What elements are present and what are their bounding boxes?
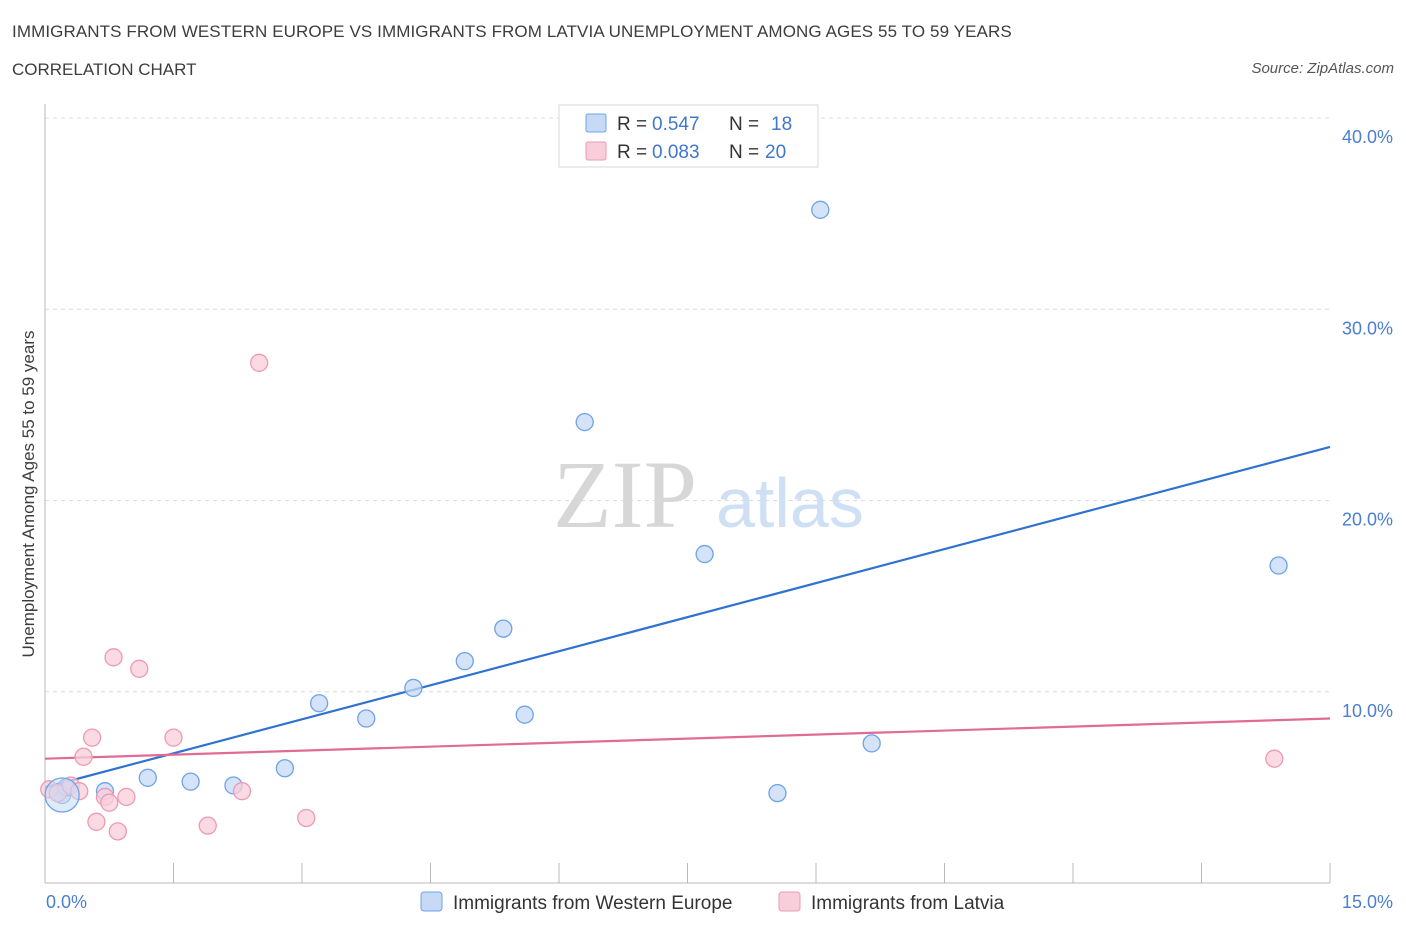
- y-tick-label: 40.0%: [1342, 127, 1393, 147]
- point-western-europe: [404, 678, 423, 698]
- y-tick-label: 30.0%: [1342, 318, 1393, 338]
- legend-n-value-2: 20: [765, 142, 786, 163]
- series-legend-swatch-western-europe: [420, 891, 443, 912]
- point-layer: [40, 200, 1288, 841]
- watermark-zip: ZIP: [553, 441, 697, 548]
- point-latvia: [108, 822, 127, 841]
- chart-title: IMMIGRANTS FROM WESTERN EUROPE VS IMMIGR…: [12, 22, 1012, 41]
- y-tick-label: 20.0%: [1342, 510, 1393, 530]
- point-latvia: [1265, 749, 1284, 768]
- point-western-europe: [181, 772, 200, 791]
- chart-subtitle: CORRELATION CHART: [12, 60, 197, 79]
- point-western-europe: [455, 652, 474, 671]
- series-legend: Immigrants from Western Europe Immigrant…: [420, 891, 1005, 914]
- point-latvia: [130, 659, 149, 678]
- axis-layer: 10.0% 20.0% 30.0% 40.0% 0.0% 15.0%: [44, 104, 1393, 912]
- legend-n-label-2: N =: [729, 142, 759, 163]
- y-tick-label: 10.0%: [1342, 701, 1393, 721]
- series-legend-label-latvia: Immigrants from Latvia: [811, 893, 1005, 914]
- point-western-europe: [494, 619, 513, 638]
- x-tick-label-min: 0.0%: [46, 892, 87, 912]
- series-legend-label-western-europe: Immigrants from Western Europe: [453, 893, 732, 914]
- watermark-atlas: atlas: [716, 464, 864, 542]
- point-western-europe: [357, 709, 376, 728]
- point-western-europe: [862, 734, 881, 753]
- grid-layer: [45, 117, 1330, 693]
- point-latvia: [164, 728, 183, 747]
- series-legend-swatch-latvia: [778, 891, 801, 912]
- point-western-europe: [1269, 556, 1288, 575]
- watermark: ZIP atlas: [553, 441, 864, 548]
- trend-line-western-europe: [44, 445, 1331, 789]
- trend-layer: [44, 445, 1331, 789]
- point-latvia: [117, 787, 136, 807]
- point-western-europe: [575, 412, 594, 432]
- point-latvia: [87, 812, 106, 831]
- point-latvia: [82, 728, 102, 747]
- point-western-europe: [811, 200, 830, 219]
- point-latvia: [104, 648, 123, 667]
- legend-swatch-latvia: [585, 141, 607, 161]
- point-latvia: [297, 808, 316, 828]
- legend-n-label-1: N =: [729, 114, 759, 135]
- point-latvia: [74, 747, 93, 766]
- point-western-europe: [309, 694, 329, 713]
- legend-r-label-2: R =: [617, 142, 647, 163]
- legend-r-value-1: 0.547: [652, 114, 700, 135]
- stats-legend: R = 0.547 N = 18 R = 0.083 N = 20: [558, 104, 819, 168]
- legend-swatch-western-europe: [585, 113, 607, 133]
- point-western-europe: [768, 783, 787, 803]
- point-latvia: [100, 793, 119, 812]
- point-latvia: [250, 353, 269, 372]
- legend-r-label-1: R =: [617, 114, 647, 135]
- point-western-europe-large: [44, 777, 80, 813]
- trend-line-latvia: [44, 717, 1331, 760]
- point-western-europe: [275, 759, 295, 778]
- point-western-europe: [695, 544, 714, 564]
- source-credit: Source: ZipAtlas.com: [1251, 60, 1394, 77]
- point-latvia: [232, 782, 252, 801]
- point-western-europe: [138, 768, 157, 787]
- point-latvia: [198, 816, 217, 835]
- legend-n-value-1: 18: [771, 114, 792, 135]
- y-axis-label: Unemployment Among Ages 55 to 59 years: [19, 331, 38, 658]
- x-tick-label-max: 15.0%: [1342, 892, 1393, 912]
- point-western-europe: [515, 705, 534, 724]
- legend-r-value-2: 0.083: [652, 142, 700, 163]
